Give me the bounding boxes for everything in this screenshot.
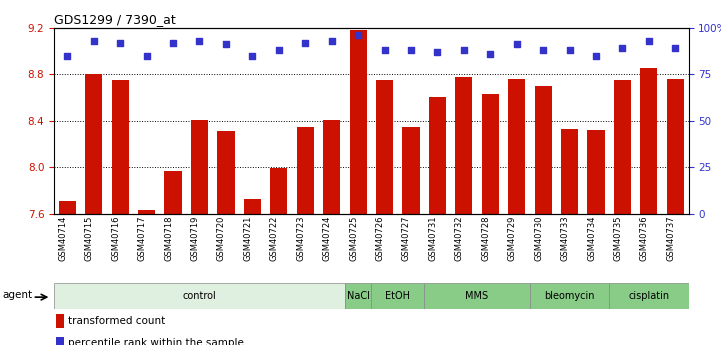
Text: bleomycin: bleomycin — [544, 291, 595, 301]
Bar — [56, 337, 63, 345]
Text: GSM40736: GSM40736 — [640, 215, 649, 261]
Point — [405, 47, 417, 53]
Bar — [112, 80, 129, 214]
Text: GSM40715: GSM40715 — [85, 215, 94, 261]
Point — [432, 49, 443, 55]
Text: GSM40727: GSM40727 — [402, 215, 411, 261]
Text: GSM40717: GSM40717 — [138, 215, 146, 261]
Bar — [270, 168, 288, 214]
Bar — [402, 127, 420, 214]
Text: GSM40718: GSM40718 — [164, 215, 173, 261]
Point — [273, 47, 285, 53]
Bar — [614, 80, 631, 214]
Bar — [640, 68, 658, 214]
Text: GSM40716: GSM40716 — [111, 215, 120, 261]
Bar — [164, 171, 182, 214]
Text: control: control — [182, 291, 216, 301]
Text: GSM40728: GSM40728 — [482, 215, 490, 261]
Text: GSM40729: GSM40729 — [508, 215, 517, 261]
Text: GSM40719: GSM40719 — [190, 215, 200, 261]
Point — [616, 45, 628, 51]
Text: GSM40731: GSM40731 — [428, 215, 438, 261]
Bar — [191, 120, 208, 214]
Text: GSM40726: GSM40726 — [376, 215, 384, 261]
Bar — [350, 30, 367, 214]
Text: GSM40733: GSM40733 — [561, 215, 570, 261]
Bar — [138, 210, 155, 214]
Text: MMS: MMS — [466, 291, 489, 301]
Bar — [561, 129, 578, 214]
Bar — [217, 131, 234, 214]
Point — [564, 47, 575, 53]
Point — [220, 42, 231, 47]
Text: NaCl: NaCl — [347, 291, 370, 301]
Point — [299, 40, 311, 45]
Point — [167, 40, 179, 45]
Text: agent: agent — [3, 289, 33, 299]
Point — [194, 38, 205, 43]
Point — [643, 38, 655, 43]
Point — [247, 53, 258, 58]
Point — [353, 32, 364, 38]
Text: GSM40721: GSM40721 — [244, 215, 252, 261]
Text: GDS1299 / 7390_at: GDS1299 / 7390_at — [54, 13, 176, 27]
Bar — [56, 314, 63, 328]
Text: EtOH: EtOH — [385, 291, 410, 301]
Text: GSM40725: GSM40725 — [349, 215, 358, 261]
Bar — [371, 283, 424, 309]
Text: GSM40714: GSM40714 — [58, 215, 67, 261]
Bar — [424, 283, 530, 309]
Point — [670, 45, 681, 51]
Bar — [455, 77, 472, 214]
Bar — [530, 283, 609, 309]
Point — [61, 53, 73, 58]
Point — [458, 47, 469, 53]
Point — [511, 42, 523, 47]
Text: GSM40735: GSM40735 — [614, 215, 622, 261]
Bar — [54, 283, 345, 309]
Point — [485, 51, 496, 57]
Text: GSM40724: GSM40724 — [323, 215, 332, 261]
Point — [141, 53, 152, 58]
Bar — [667, 79, 684, 214]
Bar — [534, 86, 552, 214]
Bar — [588, 130, 605, 214]
Text: cisplatin: cisplatin — [628, 291, 670, 301]
Text: GSM40720: GSM40720 — [217, 215, 226, 261]
Text: percentile rank within the sample: percentile rank within the sample — [68, 338, 244, 345]
Text: GSM40737: GSM40737 — [666, 215, 676, 261]
Bar — [429, 98, 446, 214]
Text: GSM40723: GSM40723 — [296, 215, 305, 261]
Text: transformed count: transformed count — [68, 316, 166, 326]
Text: GSM40722: GSM40722 — [270, 215, 279, 261]
Bar — [482, 94, 499, 214]
Bar — [85, 74, 102, 214]
Point — [326, 38, 337, 43]
Bar — [323, 120, 340, 214]
Bar — [345, 283, 371, 309]
Bar — [609, 283, 689, 309]
Text: GSM40732: GSM40732 — [455, 215, 464, 261]
Point — [115, 40, 126, 45]
Bar — [508, 79, 526, 214]
Point — [88, 38, 99, 43]
Bar — [296, 127, 314, 214]
Point — [537, 47, 549, 53]
Bar — [376, 80, 393, 214]
Point — [379, 47, 390, 53]
Text: GSM40734: GSM40734 — [587, 215, 596, 261]
Bar — [58, 201, 76, 214]
Point — [590, 53, 602, 58]
Text: GSM40730: GSM40730 — [534, 215, 543, 261]
Bar — [244, 199, 261, 214]
